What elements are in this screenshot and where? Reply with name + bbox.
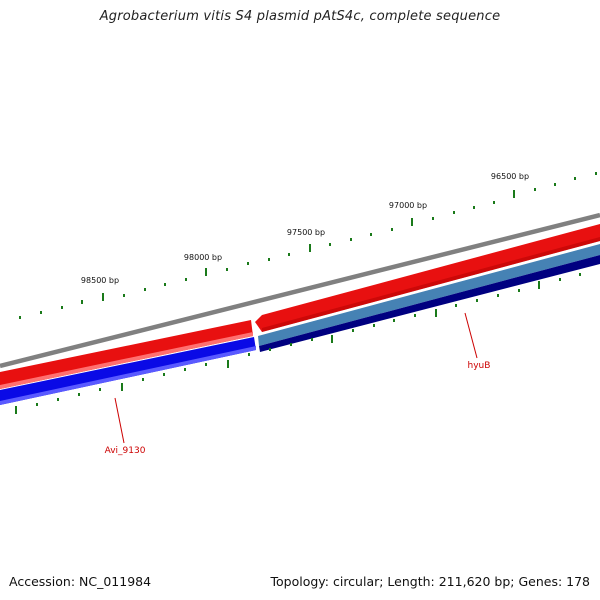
tick-label-96500: 96500 bp	[491, 172, 529, 181]
gene-feature-steel[interactable]	[258, 244, 600, 352]
tick-marks-lower	[15, 273, 581, 414]
tick-label-98000: 98000 bp	[184, 253, 222, 262]
tick-label-97000: 97000 bp	[389, 201, 427, 210]
gene-label-hyuB[interactable]: hyuB	[468, 361, 491, 371]
backbone-arc	[0, 212, 600, 369]
gene-leader-hyuB	[464, 312, 478, 359]
tick-label-97500: 97500 bp	[287, 228, 325, 237]
tick-label-98500: 98500 bp	[81, 276, 119, 285]
tick-marks-upper	[19, 172, 597, 319]
sequence-summary: Topology: circular; Length: 211,620 bp; …	[270, 574, 591, 589]
gene-feature-red-left[interactable]	[0, 320, 253, 389]
gene-feature-hyuB[interactable]	[255, 224, 600, 332]
gene-leader-Avi_9130	[114, 397, 125, 444]
gene-feature-Avi_9130[interactable]	[0, 337, 256, 405]
map-title: Agrobacterium vitis S4 plasmid pAtS4c, c…	[99, 9, 501, 24]
accession-text: Accession: NC_011984	[9, 574, 152, 589]
gene-label-Avi_9130[interactable]: Avi_9130	[105, 446, 146, 456]
